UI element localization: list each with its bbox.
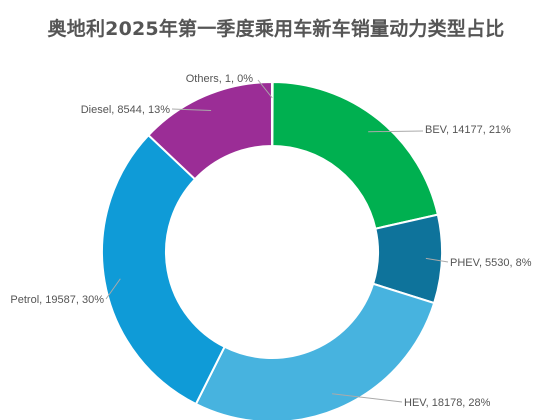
slice-petrol[interactable]: [101, 133, 226, 406]
data-label-diesel: Diesel, 8544, 13%: [81, 104, 170, 116]
leader-line-phev: [425, 257, 449, 263]
leader-line-diesel: [171, 108, 212, 112]
data-label-hev: HEV, 18178, 28%: [404, 397, 491, 409]
donut-slices: [101, 80, 443, 420]
data-label-phev: PHEV, 5530, 8%: [450, 257, 532, 269]
leader-line-hev: [332, 393, 403, 403]
slice-hev[interactable]: [194, 282, 436, 420]
data-label-others: Others, 1, 0%: [186, 73, 253, 85]
leader-line-petrol: [105, 278, 121, 300]
label-leader-lines: [105, 79, 449, 403]
data-labels: BEV, 14177, 21% PHEV, 5530, 8% HEV, 18178,…: [10, 73, 531, 409]
slice-bev[interactable]: [271, 80, 440, 230]
slice-others[interactable]: [270, 80, 274, 148]
data-label-petrol: Petrol, 19587, 30%: [10, 294, 104, 306]
data-label-bev: BEV, 14177, 21%: [425, 124, 511, 136]
chart-title: 奥地利2025年第一季度乘用车新车销量动力类型占比: [47, 18, 505, 40]
leader-line-bev: [368, 130, 424, 133]
leader-line-others: [257, 79, 273, 99]
